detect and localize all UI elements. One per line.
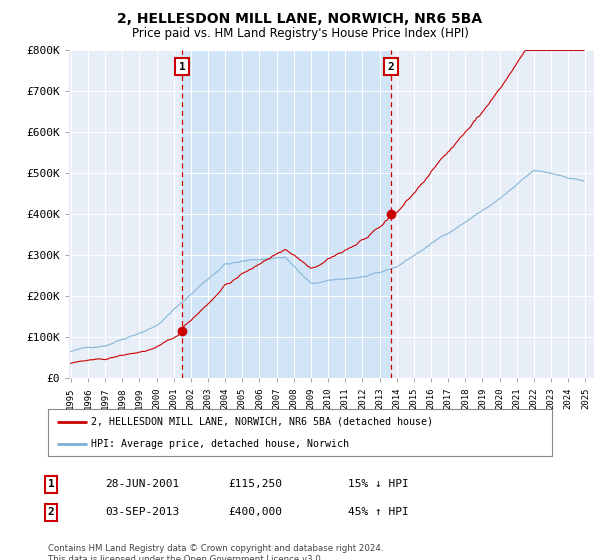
Text: £115,250: £115,250 xyxy=(228,479,282,489)
Text: 2: 2 xyxy=(47,507,55,517)
Text: 1: 1 xyxy=(47,479,55,489)
Text: Price paid vs. HM Land Registry's House Price Index (HPI): Price paid vs. HM Land Registry's House … xyxy=(131,27,469,40)
Text: 15% ↓ HPI: 15% ↓ HPI xyxy=(348,479,409,489)
Text: 1: 1 xyxy=(179,62,185,72)
Bar xyxy=(182,50,391,378)
Text: 2, HELLESDON MILL LANE, NORWICH, NR6 5BA: 2, HELLESDON MILL LANE, NORWICH, NR6 5BA xyxy=(118,12,482,26)
Text: 03-SEP-2013: 03-SEP-2013 xyxy=(105,507,179,517)
Text: 28-JUN-2001: 28-JUN-2001 xyxy=(105,479,179,489)
Text: 2, HELLESDON MILL LANE, NORWICH, NR6 5BA (detached house): 2, HELLESDON MILL LANE, NORWICH, NR6 5BA… xyxy=(91,417,433,427)
Text: HPI: Average price, detached house, Norwich: HPI: Average price, detached house, Norw… xyxy=(91,438,349,449)
Text: Contains HM Land Registry data © Crown copyright and database right 2024.
This d: Contains HM Land Registry data © Crown c… xyxy=(48,544,383,560)
Text: 2: 2 xyxy=(388,62,394,72)
Text: 45% ↑ HPI: 45% ↑ HPI xyxy=(348,507,409,517)
Text: £400,000: £400,000 xyxy=(228,507,282,517)
